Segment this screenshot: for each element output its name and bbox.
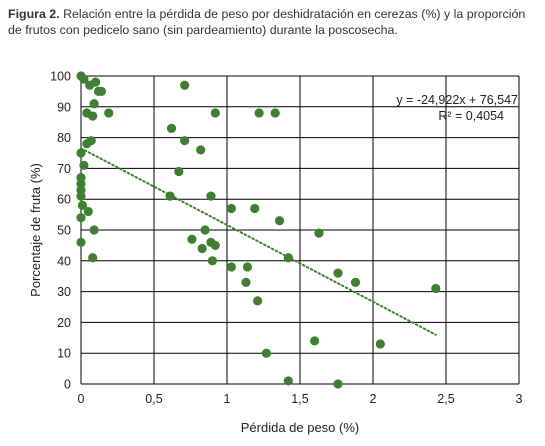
data-point [83,206,93,217]
data-point [76,213,86,223]
data-point [226,203,236,214]
data-point [77,200,88,210]
y-tick-label: 80 [57,131,71,145]
data-point [274,216,285,226]
data-point [180,136,190,146]
y-tick-label: 90 [57,100,71,114]
trendline [80,147,437,336]
x-axis-label: Pérdida de peso (%) [241,420,360,435]
figure-caption: Figura 2. Relación entre la pérdida de p… [8,6,538,38]
data-point [79,160,89,170]
data-point [310,336,320,346]
figure-label: Figura 2. [8,7,60,21]
data-point [375,339,385,349]
data-point [89,225,99,235]
data-point [89,99,99,109]
y-tick-label: 50 [57,224,71,238]
y-tick-label: 0 [64,378,71,392]
x-tick-label: 0,5 [145,392,162,406]
data-point [283,376,293,386]
x-axis-ticks: 0 0,5 1 1,5 2 2,5 3 [78,392,523,406]
data-point [76,191,86,201]
data-points [76,71,441,389]
data-point [333,379,343,389]
y-tick-label: 20 [57,316,71,330]
data-point [79,74,89,84]
data-point [82,139,92,149]
data-point [165,191,175,201]
data-point [166,123,177,133]
y-tick-label: 70 [57,162,71,176]
data-point [210,108,220,118]
y-tick-label: 60 [57,193,71,207]
x-tick-label: 3 [516,392,523,406]
data-point [88,253,98,263]
data-point [314,228,324,238]
data-point [226,262,236,272]
data-point [431,283,441,294]
data-point [76,237,86,247]
x-tick-label: 0 [78,392,85,406]
data-point [250,203,260,214]
y-tick-label: 10 [57,347,71,361]
x-tick-label: 1 [224,392,231,406]
y-axis-ticks: 0 10 20 30 40 50 60 70 80 90 100 [50,70,71,392]
data-point [206,191,216,201]
data-point [174,166,184,177]
x-tick-label: 2,5 [437,392,454,406]
data-point [88,111,98,121]
x-tick-label: 2 [370,392,377,406]
data-point [242,262,253,272]
data-point [283,253,293,263]
data-point [207,256,217,266]
data-point [261,348,272,358]
data-point [241,277,251,287]
data-point [196,145,206,155]
data-point [210,240,220,250]
data-point [197,243,207,254]
trendline-group [80,147,437,336]
data-point [96,86,107,96]
data-point [350,277,361,287]
data-point [187,234,197,244]
data-point [91,77,101,87]
y-tick-label: 100 [50,70,71,84]
y-tick-label: 40 [57,254,71,268]
data-point [180,80,190,90]
y-tick-label: 30 [57,285,71,299]
figure-caption-text: Relación entre la pérdida de peso por de… [8,7,526,37]
data-point [333,268,343,278]
data-point [270,108,280,118]
x-tick-label: 1,5 [291,392,308,406]
data-point [200,225,210,235]
y-axis-label: Porcentaje de fruta (%) [28,163,43,297]
data-point [254,108,264,118]
data-point [253,296,263,306]
data-point [76,148,86,158]
grid-lines [80,75,520,385]
regression-equation: y = -24,922x + 76,547 [396,93,518,107]
data-point [104,108,114,118]
r-squared-value: R² = 0,4054 [438,109,504,123]
